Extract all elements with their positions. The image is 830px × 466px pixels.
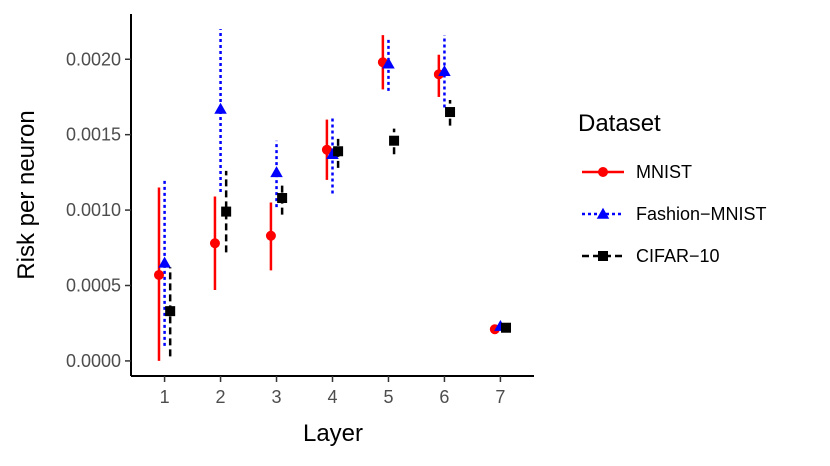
data-point xyxy=(389,135,400,146)
data-point xyxy=(158,256,171,268)
legend-title: Dataset xyxy=(578,110,661,137)
legend-item-cifar-10: CIFAR−10 xyxy=(582,246,720,266)
data-point xyxy=(382,57,395,69)
data-point xyxy=(277,193,288,204)
y-tick-label: 0.0005 xyxy=(66,276,121,296)
x-tick-label: 1 xyxy=(160,387,170,407)
data-point xyxy=(153,269,164,280)
legend-marker xyxy=(598,167,608,177)
x-tick-label: 4 xyxy=(327,387,337,407)
y-tick-label: 0.0020 xyxy=(66,49,121,69)
data-point xyxy=(209,238,220,249)
legend: Dataset MNIST Fashion−MNIST CIFAR−10 xyxy=(578,110,767,266)
data-point xyxy=(270,166,283,178)
axes-layer: 0.0000 0.0005 0.0010 0.0015 0.0020 1 2 3 4 5 6 7 xyxy=(66,14,534,407)
legend-marker xyxy=(596,207,610,219)
series-fashion-mnist xyxy=(158,29,507,346)
data-point xyxy=(214,102,227,114)
legend-label: MNIST xyxy=(636,162,692,182)
legend-label: Fashion−MNIST xyxy=(636,204,767,224)
data-point xyxy=(321,144,332,155)
data-point xyxy=(265,230,276,241)
legend-item-mnist: MNIST xyxy=(582,162,692,182)
data-point xyxy=(221,206,232,217)
data-point xyxy=(438,65,451,77)
marks-layer xyxy=(153,29,512,361)
data-point xyxy=(501,322,512,333)
x-tick-label: 3 xyxy=(272,387,282,407)
series-cifar-10 xyxy=(165,99,512,357)
x-tick-label: 6 xyxy=(439,387,449,407)
x-tick-label: 7 xyxy=(495,387,505,407)
y-axis-title: Risk per neuron xyxy=(13,110,40,279)
x-tick-label: 2 xyxy=(216,387,226,407)
legend-marker xyxy=(598,251,608,261)
data-point xyxy=(445,107,456,118)
x-axis-title: Layer xyxy=(303,420,363,447)
y-tick-label: 0.0010 xyxy=(66,200,121,220)
data-point xyxy=(333,146,344,157)
data-point xyxy=(165,306,176,317)
legend-item-fashion-mnist: Fashion−MNIST xyxy=(582,204,767,224)
x-tick-label: 5 xyxy=(383,387,393,407)
legend-label: CIFAR−10 xyxy=(636,246,720,266)
series-mnist xyxy=(153,35,500,361)
y-tick-label: 0.0000 xyxy=(66,351,121,371)
y-tick-label: 0.0015 xyxy=(66,125,121,145)
